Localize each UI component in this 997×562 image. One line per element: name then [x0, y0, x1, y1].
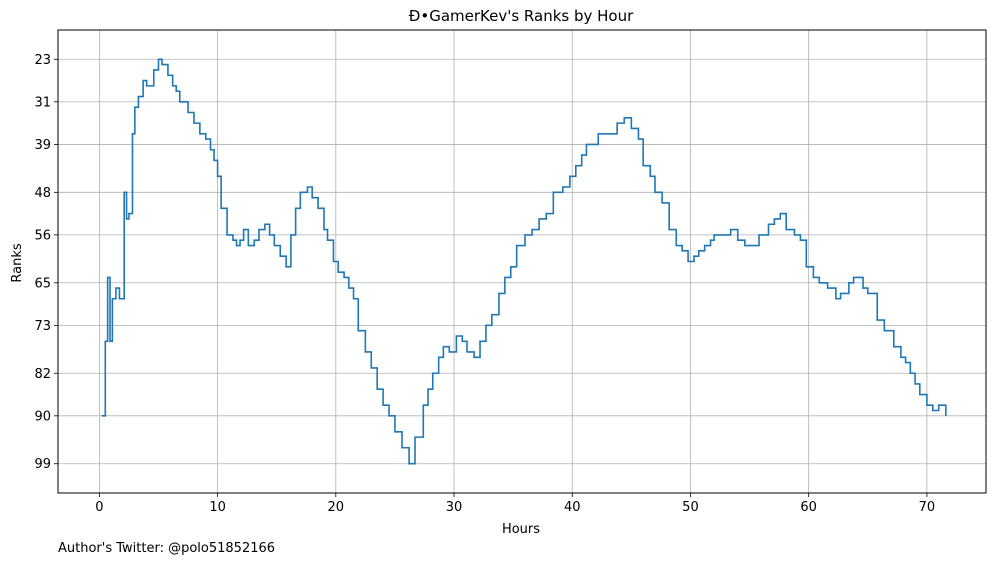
- x-tick-label: 20: [328, 500, 345, 515]
- x-axis-label: Hours: [502, 522, 540, 537]
- y-tick-label: 65: [34, 276, 51, 291]
- y-tick-label: 48: [34, 186, 51, 201]
- y-tick-label: 90: [34, 409, 51, 424]
- plot-frame: [57, 29, 987, 494]
- y-tick-label: 23: [34, 53, 51, 68]
- x-tick-label: 40: [564, 500, 581, 515]
- x-tick-label: 70: [919, 500, 936, 515]
- y-tick-label: 31: [34, 95, 51, 110]
- y-tick-label: 99: [34, 457, 51, 472]
- x-tick-label: 0: [95, 500, 103, 515]
- x-tick-label: 60: [800, 500, 817, 515]
- rank-series-line: [101, 58, 947, 465]
- y-tick-label: 56: [34, 228, 51, 243]
- x-tick-label: 50: [682, 500, 699, 515]
- series-layer: [101, 58, 947, 465]
- x-tick-label: 10: [209, 500, 226, 515]
- y-tick-label: 73: [34, 319, 51, 334]
- y-axis-ticks: 23 31 39 48 56 65 73 82 90 99: [34, 53, 58, 472]
- author-credit: Author's Twitter: @polo51852166: [58, 541, 275, 556]
- y-axis-label: Ranks: [10, 243, 25, 282]
- y-tick-label: 82: [34, 367, 51, 382]
- x-tick-label: 30: [446, 500, 463, 515]
- y-tick-label: 39: [34, 138, 51, 153]
- x-axis-ticks: 0 10 20 30 40 50 60 70: [95, 493, 935, 515]
- chart-title: Ð•GamerKev's Ranks by Hour: [409, 7, 634, 25]
- y-grid: [58, 58, 986, 465]
